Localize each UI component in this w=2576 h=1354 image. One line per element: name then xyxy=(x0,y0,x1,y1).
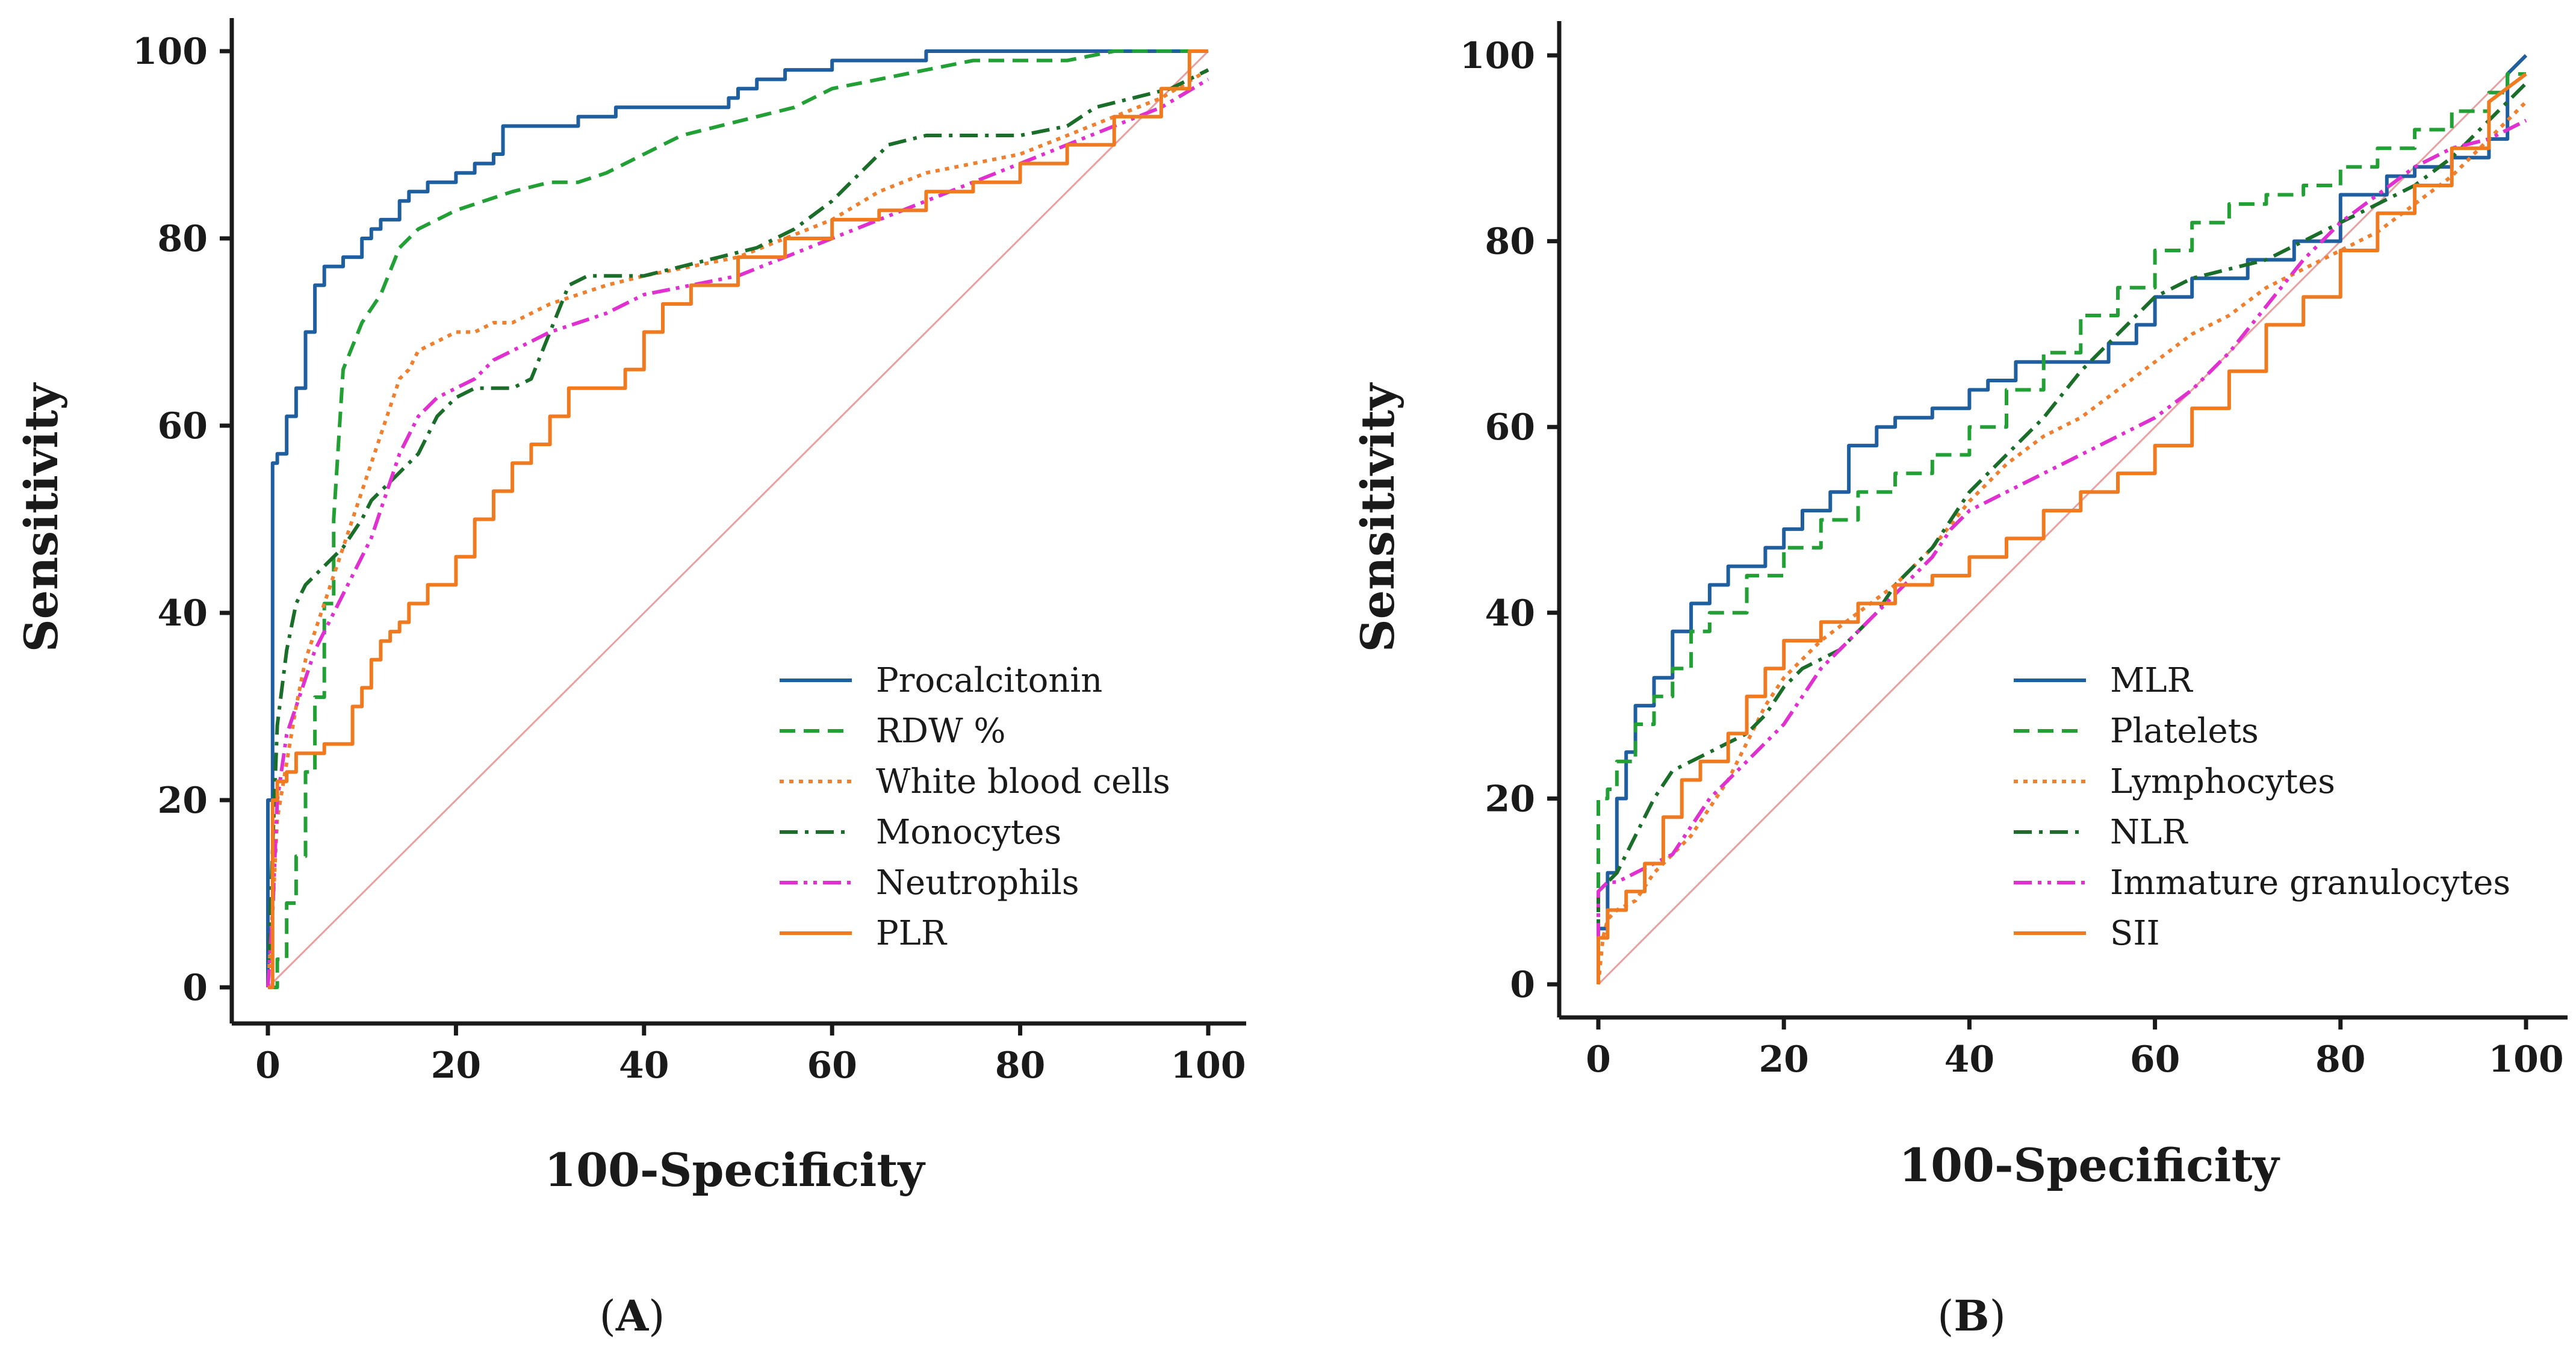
panel-b-curve-mlr xyxy=(1597,54,2528,984)
panel-b-curve-nlr xyxy=(1597,82,2528,984)
panel-a-reference-diagonal xyxy=(267,50,1209,989)
panel-a-x-tick-label: 100 xyxy=(1170,1045,1246,1087)
panel-a-y-tick-label: 100 xyxy=(132,31,208,73)
panel-b-x-tick-label: 60 xyxy=(2130,1039,2180,1081)
legend-label-rdw: RDW % xyxy=(876,712,1006,751)
panel-a-x-tick-label: 20 xyxy=(431,1045,482,1087)
roc-panel-b: Sensitivity 100-Specificity (B) 0 20 40 60 8… xyxy=(1351,21,2568,1341)
panel-a-x-tick-label: 80 xyxy=(995,1045,1046,1087)
panel-a-curve-white-blood-cells xyxy=(266,68,1209,988)
legend-label-nlr: NLR xyxy=(2110,813,2188,852)
panel-a-curve-rdw xyxy=(268,49,1208,989)
panel-b-x-tick-label: 0 xyxy=(1586,1039,1611,1081)
panel-b-y-tick-label: 80 xyxy=(1485,221,1536,263)
panel-a-caption-open: ( xyxy=(600,1291,616,1341)
panel-a-legend: Procalcitonin RDW % White blood cells Monoc… xyxy=(780,661,1170,953)
panel-b-y-tick-label: 20 xyxy=(1485,778,1536,820)
panel-b-y-axis-label: Sensitivity xyxy=(1351,382,1404,652)
legend-label-lymphocytes: Lymphocytes xyxy=(2110,762,2335,801)
panel-a-x-tick-label: 0 xyxy=(255,1045,281,1087)
panel-b-caption-close: ) xyxy=(1990,1291,2006,1341)
panel-b-reference-diagonal xyxy=(1597,54,2527,986)
legend-label-immature-granulocytes: Immature granulocytes xyxy=(2110,863,2510,902)
panel-b-y-tick-label: 60 xyxy=(1485,406,1536,449)
legend-label-procalcitonin: Procalcitonin xyxy=(876,661,1102,700)
roc-panel-a: Sensitivity 100-Specificity (A) 0 20 40 60 8… xyxy=(14,18,1246,1341)
panel-a-caption: (A) xyxy=(600,1291,665,1341)
panel-b-x-tick-label: 80 xyxy=(2315,1039,2366,1081)
panel-b-y-tick-label: 40 xyxy=(1485,592,1536,635)
panel-a-y-tick-label: 80 xyxy=(158,218,208,260)
legend-label-white-blood-cells: White blood cells xyxy=(876,762,1170,801)
panel-a-y-tick-label: 0 xyxy=(182,967,208,1009)
panel-a-y-tick-label: 60 xyxy=(158,405,208,447)
panel-b-curve-immature-granulocytes xyxy=(1597,119,2527,984)
legend-label-platelets: Platelets xyxy=(2110,712,2259,751)
panel-b-caption-letter: B xyxy=(1954,1291,1989,1341)
panel-b-curve-sii xyxy=(1597,72,2527,984)
panel-a-caption-close: ) xyxy=(648,1291,665,1341)
legend-label-plr: PLR xyxy=(876,914,948,953)
panel-a-y-axis-label: Sensitivity xyxy=(14,382,68,652)
panel-b-curve-platelets xyxy=(1597,72,2526,984)
panel-a-x-axis-label: 100-Specificity xyxy=(544,1143,925,1197)
panel-a-curve-neutrophils xyxy=(266,78,1209,988)
panel-b-x-tick-label: 100 xyxy=(2488,1039,2563,1081)
panel-a-curve-monocytes xyxy=(266,68,1209,988)
panel-b-legend: MLR Platelets Lymphocytes NLR Immature granu… xyxy=(2014,661,2510,953)
panel-b-caption-open: ( xyxy=(1937,1291,1954,1341)
panel-a-curve-plr xyxy=(268,49,1208,989)
legend-label-monocytes: Monocytes xyxy=(876,813,1061,852)
panel-a-y-tick-label: 40 xyxy=(158,592,208,635)
panel-a-x-tick-label: 60 xyxy=(807,1045,857,1087)
legend-label-mlr: MLR xyxy=(2110,661,2194,700)
panel-b-y-tick-label: 0 xyxy=(1510,964,1535,1006)
panel-b-curve-lymphocytes xyxy=(1597,101,2528,985)
panel-a-y-tick-label: 20 xyxy=(158,780,208,822)
panel-b-y-tick-label: 100 xyxy=(1460,35,1535,77)
panel-a-x-tick-label: 40 xyxy=(619,1045,669,1087)
panel-b-x-tick-label: 20 xyxy=(1758,1039,1809,1081)
panel-b-x-axis-label: 100-Specificity xyxy=(1899,1138,2280,1192)
panel-b-x-tick-label: 40 xyxy=(1944,1039,1995,1081)
panel-b-caption: (B) xyxy=(1937,1291,2006,1341)
panel-a-curve-procalcitonin xyxy=(266,49,1208,987)
panel-a-caption-letter: A xyxy=(615,1291,650,1341)
legend-label-neutrophils: Neutrophils xyxy=(876,863,1079,902)
legend-label-sii: SII xyxy=(2110,914,2160,953)
